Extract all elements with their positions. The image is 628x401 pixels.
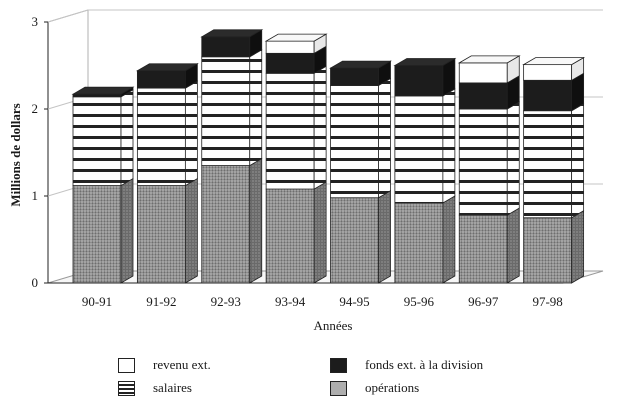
bar-front: [394, 202, 444, 284]
bar-side: [184, 80, 198, 187]
bar-front: [330, 85, 379, 199]
x-tick-label: 92-93: [211, 294, 241, 309]
bar-segment: [458, 75, 520, 110]
y-tick-label: 1: [32, 188, 39, 203]
bar-side: [378, 190, 391, 284]
bar-front: [394, 95, 444, 204]
bar-segment: [523, 210, 585, 284]
bar-top: [264, 33, 328, 42]
bar-side: [506, 207, 520, 284]
bar-side: [378, 77, 391, 199]
bar-front: [265, 188, 315, 284]
bar-segment: [136, 63, 198, 89]
gridline-side: [47, 9, 89, 23]
bar-segment: [330, 190, 391, 284]
bar-segment: [394, 57, 456, 97]
bar-segment: [201, 29, 263, 58]
x-tick-label: 96-97: [468, 294, 499, 309]
bar-side: [506, 101, 520, 216]
bar-side: [249, 157, 263, 284]
bar-side: [571, 210, 585, 284]
x-tick-label: 93-94: [275, 294, 306, 309]
bar-segment: [458, 207, 520, 284]
y-axis-label: Millions de dollars: [8, 103, 23, 206]
bar-front: [523, 110, 573, 219]
x-axis-label: Années: [314, 318, 353, 333]
bar-segment: [265, 65, 327, 190]
bar-side: [571, 103, 585, 219]
bar-front: [458, 108, 508, 216]
bar-front: [201, 36, 251, 58]
bar-segment: [330, 60, 391, 87]
bar-segment: [136, 80, 198, 187]
bar-segment: [136, 177, 198, 284]
bar-top: [393, 58, 457, 66]
bar-front: [72, 96, 122, 186]
bar-segment: [72, 177, 134, 284]
bar-front: [523, 217, 573, 284]
bar-segment: [72, 89, 134, 187]
bar-side: [120, 89, 134, 187]
bar-segment: [330, 77, 391, 199]
bar-top: [71, 86, 135, 95]
bar-segment: [265, 181, 327, 284]
bar-front: [72, 185, 122, 284]
bar-side: [442, 88, 456, 204]
bar-front: [458, 82, 508, 110]
y-tick-label: 2: [32, 101, 39, 116]
bar-segment: [394, 88, 456, 204]
bar-side: [184, 177, 198, 284]
bar-front: [201, 165, 251, 284]
bar-side: [120, 177, 134, 284]
bar-front: [201, 56, 251, 166]
x-tick-label: 90-91: [82, 294, 112, 309]
bar-front: [523, 79, 573, 112]
bar-front: [265, 72, 315, 190]
bars: [71, 29, 586, 284]
bar-front: [394, 65, 444, 97]
bar-front: [523, 64, 573, 81]
bar-front: [330, 67, 379, 86]
bar-top: [200, 29, 264, 38]
bar-segment: [523, 72, 585, 112]
y-tick-label: 0: [32, 275, 39, 290]
bar-top: [135, 63, 199, 72]
bar-top: [329, 60, 392, 69]
bar-front: [136, 70, 186, 89]
bar-front: [265, 40, 315, 54]
bar-front: [330, 197, 379, 284]
bar-front: [136, 87, 186, 186]
bar-segment: [394, 195, 456, 284]
bar-front: [458, 62, 508, 84]
bar-side: [313, 181, 327, 284]
bar-segment: [201, 157, 263, 284]
bar-segment: [523, 103, 585, 219]
bar-segment: [458, 55, 520, 84]
bar-segment: [458, 101, 520, 216]
x-axis-ticks: 90-91 91-92 92-93 93-94 94-95 95-96 96-97 97-98: [82, 294, 563, 309]
y-axis-ticks: 0 1 2 3: [32, 14, 48, 290]
bar-top: [457, 55, 521, 64]
bar-side: [313, 65, 327, 190]
x-tick-label: 95-96: [404, 294, 435, 309]
bar-side: [249, 49, 263, 167]
bar-front: [136, 185, 186, 284]
bar-segment: [201, 49, 263, 167]
bar-side: [442, 195, 456, 284]
x-tick-label: 97-98: [532, 294, 562, 309]
x-tick-label: 91-92: [146, 294, 176, 309]
bar-front: [265, 52, 315, 74]
bar-front: [458, 214, 508, 284]
bar-top: [522, 57, 586, 66]
x-tick-label: 94-95: [339, 294, 369, 309]
y-tick-label: 3: [32, 14, 39, 29]
